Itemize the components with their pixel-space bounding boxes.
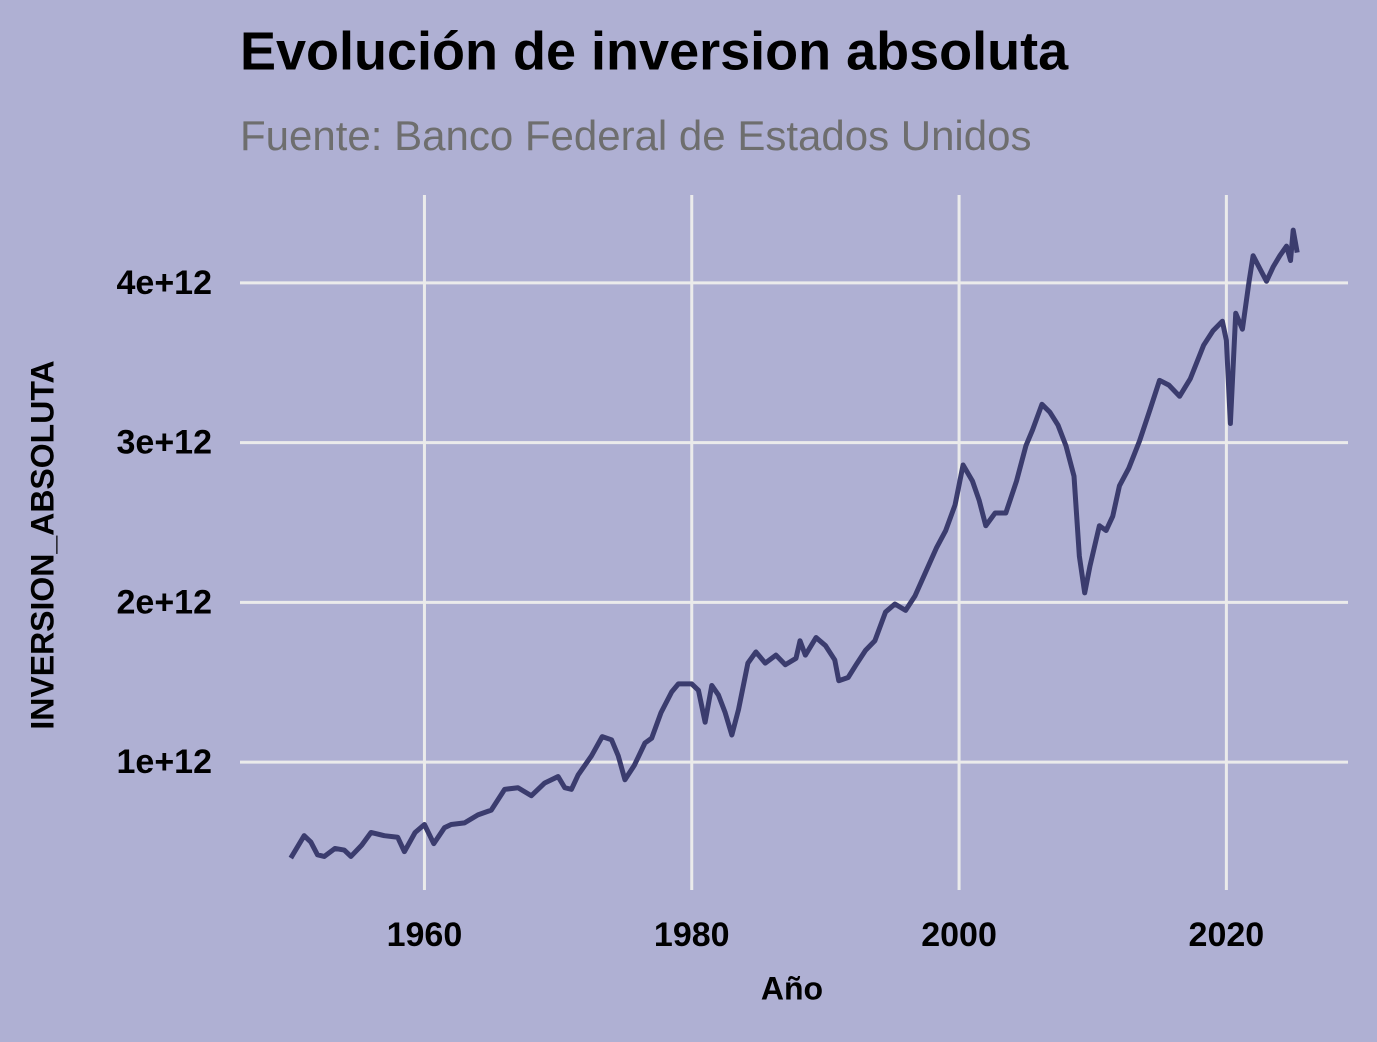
x-tick-label: 1960 [387,916,463,954]
y-tick-label: 1e+12 [117,743,213,781]
x-tick-label: 2000 [921,916,997,954]
chart-title: Evolución de inversion absoluta [240,21,1069,81]
x-tick-label: 2020 [1189,916,1265,954]
y-tick-label: 2e+12 [117,583,213,621]
y-tick-label: 3e+12 [117,424,213,462]
chart-subtitle: Fuente: Banco Federal de Estados Unidos [240,112,1031,159]
y-tick-label: 4e+12 [117,264,213,302]
y-axis-label: INVERSION_ABSOLUTA [24,360,60,729]
x-axis-label: Año [761,970,823,1006]
data-line [288,227,1300,860]
x-tick-label: 1980 [654,916,730,954]
